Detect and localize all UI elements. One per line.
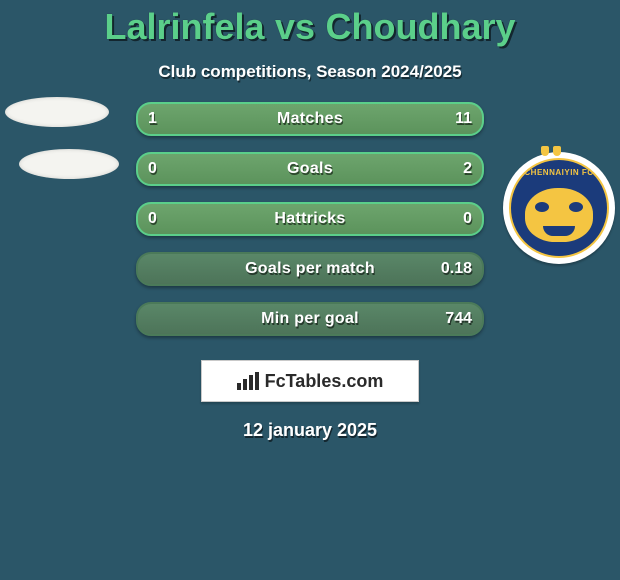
stat-value-left: 0 [148, 160, 157, 178]
stat-bars: 1 Matches 11 0 Goals 2 0 Hattricks 0 Goals per ma… [136, 102, 484, 336]
comparison-infographic: Lalrinfela vs Choudhary Club competition… [0, 6, 620, 441]
stat-value-right: 2 [463, 160, 472, 178]
stat-bar: 0 Hattricks 0 [136, 202, 484, 236]
stats-area: CHENNAIYIN FC 1 Matches 11 0 Goals 2 0 Hattrick… [0, 102, 620, 336]
stat-bar: 1 Matches 11 [136, 102, 484, 136]
date-label: 12 january 2025 [0, 420, 620, 441]
badge-face-icon [525, 188, 593, 242]
stat-label: Matches [277, 110, 343, 128]
badge-ring: CHENNAIYIN FC [503, 152, 615, 264]
title-player2: Choudhary [326, 6, 516, 48]
title-player1: Lalrinfela [104, 6, 264, 48]
badge-text: CHENNAIYIN FC [511, 168, 607, 177]
stat-bar: Goals per match 0.18 [136, 252, 484, 286]
logo-placeholder-ellipse [19, 149, 119, 179]
player2-club-logo: CHENNAIYIN FC [503, 152, 615, 264]
badge-inner: CHENNAIYIN FC [509, 158, 609, 258]
stat-label: Hattricks [274, 210, 345, 228]
stat-label: Goals per match [245, 260, 375, 278]
player1-club-logo [5, 97, 115, 207]
stat-label: Min per goal [261, 310, 359, 328]
stat-value-right: 11 [455, 110, 472, 128]
stat-value-left: 0 [148, 210, 157, 228]
stat-label: Goals [287, 160, 333, 178]
stat-bar: Min per goal 744 [136, 302, 484, 336]
stat-value-right: 0.18 [441, 260, 472, 278]
badge-trophies [541, 146, 561, 158]
title: Lalrinfela vs Choudhary [0, 6, 620, 48]
stat-value-right: 0 [463, 210, 472, 228]
source-text: FcTables.com [265, 371, 384, 392]
stat-value-left: 1 [148, 110, 157, 128]
logo-placeholder-ellipse [5, 97, 109, 127]
title-vs: vs [275, 6, 315, 48]
source-attribution: FcTables.com [201, 360, 419, 402]
stat-bar: 0 Goals 2 [136, 152, 484, 186]
barchart-icon [237, 372, 259, 390]
subtitle: Club competitions, Season 2024/2025 [0, 62, 620, 82]
stat-value-right: 744 [445, 310, 472, 328]
